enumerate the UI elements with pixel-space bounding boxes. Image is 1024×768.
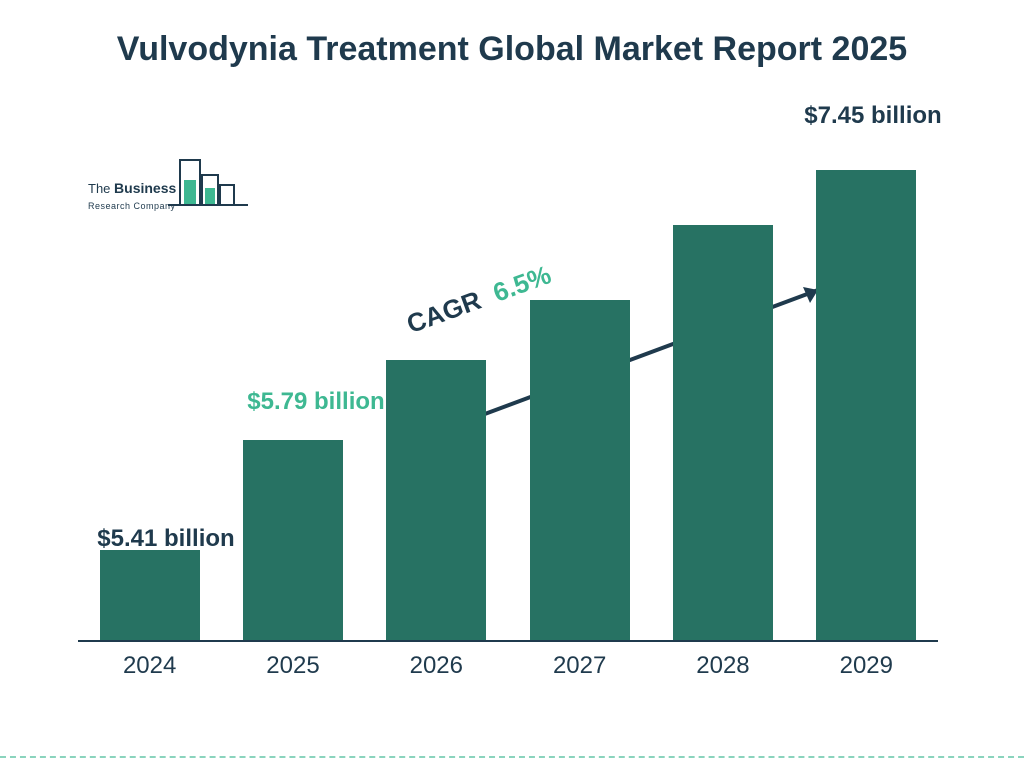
x-axis-tick-label: 2024 [123,652,176,680]
bar [386,360,486,640]
x-axis-tick-label: 2025 [266,652,319,680]
bar-column: 2028 [651,160,794,640]
bar-column: 2024 [78,160,221,640]
bar [530,300,630,640]
bar-column: 2027 [508,160,651,640]
x-axis-tick-label: 2027 [553,652,606,680]
bar-value-label: $7.45 billion [803,102,943,131]
chart-area: CAGR 6.5% 202420252026202720282029 $5.41… [78,130,938,690]
bar-value-label: $5.79 billion [246,388,386,417]
bottom-dashed-border [0,756,1024,758]
bar-column: 2026 [365,160,508,640]
bar-value-label: $5.41 billion [96,525,236,554]
bar [100,550,200,640]
x-axis-tick-label: 2026 [410,652,463,680]
x-axis-tick-label: 2028 [696,652,749,680]
chart-title: Vulvodynia Treatment Global Market Repor… [0,0,1024,81]
bar-column: 2029 [795,160,938,640]
bar [673,225,773,640]
bar [816,170,916,640]
bar [243,440,343,640]
x-axis-tick-label: 2029 [840,652,893,680]
bar-group: 202420252026202720282029 [78,160,938,640]
x-axis-baseline [78,640,938,642]
